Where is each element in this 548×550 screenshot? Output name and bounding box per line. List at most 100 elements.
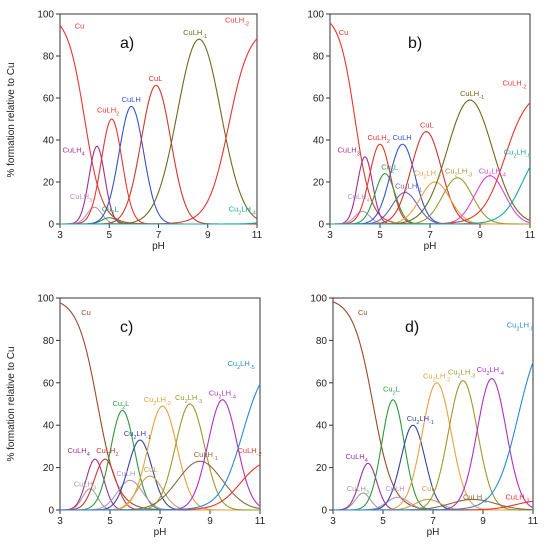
- series-label: Cu2LH-4: [479, 167, 506, 179]
- y-tick-label: 20: [43, 463, 55, 474]
- x-tick-label: 9: [207, 516, 213, 527]
- series-label: Cu2L: [383, 384, 400, 396]
- series-label: Cu2LH-1: [124, 429, 151, 441]
- series-line-cu2lh-4: [60, 222, 258, 225]
- x-tick-label: 11: [255, 516, 266, 527]
- y-tick-label: 40: [313, 136, 325, 147]
- series-line-culh-1: [333, 498, 534, 511]
- chart-panel-1: 3 5 7 9 11020406080100pHa)CuCuLH4CuLH3CuLH2C…: [37, 10, 262, 253]
- y-tick-label: 80: [43, 336, 55, 347]
- y-tick-label: 60: [43, 94, 55, 105]
- series-label: Cu2L: [102, 204, 119, 216]
- series-label: CuLH3: [338, 146, 360, 158]
- y-tick-label: 20: [316, 463, 328, 474]
- series-label: Cu2LH-5: [504, 148, 531, 160]
- x-tick-label: 3: [330, 516, 336, 527]
- x-tick-label: 11: [528, 516, 539, 527]
- series-label: CuL: [149, 74, 163, 83]
- series-label: CuLH-2: [238, 446, 262, 458]
- series-line-cu: [59, 25, 257, 225]
- series-line-culh3: [60, 206, 257, 225]
- series-label: CuLH-2: [225, 15, 249, 27]
- x-tick-label: 7: [157, 516, 163, 527]
- y-tick-label: 40: [43, 421, 55, 432]
- series-label: Cu2L: [381, 162, 398, 174]
- y-tick-label: 80: [43, 52, 55, 63]
- series-label: Cu2LH-1: [395, 181, 422, 193]
- y-tick-label: 100: [307, 10, 324, 21]
- panel-label: b): [408, 35, 422, 52]
- x-tick-label: 9: [477, 230, 483, 241]
- series-label: CuLH4: [68, 446, 90, 458]
- series-label: CuLH4: [348, 192, 370, 204]
- series-line-cul: [333, 498, 533, 511]
- panel-label: c): [120, 319, 133, 336]
- x-tick-label: 7: [427, 230, 433, 241]
- x-tick-label: 7: [156, 230, 162, 241]
- y-tick-label: 80: [316, 336, 328, 347]
- x-axis-title: pH: [424, 241, 437, 252]
- x-tick-label: 5: [377, 230, 383, 241]
- series-label: CuLH-2: [503, 78, 527, 90]
- series-line-culh-1: [330, 99, 531, 225]
- x-tick-label: 9: [205, 230, 211, 241]
- series-label: CuLH4: [346, 452, 368, 464]
- series-label: CuLH: [393, 133, 412, 142]
- series-label: CuLH2: [368, 133, 390, 145]
- series-label: Cu2LH-4: [229, 204, 256, 216]
- series-line-cu2lh-5: [60, 383, 261, 511]
- series-label: Cu2LH-5: [507, 321, 534, 333]
- panel-label: a): [120, 35, 134, 52]
- series-label: Cu2LH-4: [209, 389, 236, 401]
- y-tick-label: 20: [313, 178, 325, 189]
- panel-label: d): [405, 319, 419, 336]
- series-label: CuLH: [116, 469, 135, 478]
- series-label: CuLH4: [62, 146, 84, 158]
- y-axis-title-top: % formation relative to Cu: [6, 62, 17, 177]
- series-line-cu2l: [60, 217, 257, 225]
- x-tick-label: 3: [57, 230, 63, 241]
- y-tick-label: 60: [313, 94, 325, 105]
- series-line-cu2lh-1: [333, 424, 533, 511]
- series-label: Cu2LH-3: [445, 167, 472, 179]
- chart-panel-4: 3 5 7 9 11 0 20 40 60 80 100 pH d) Cu CuLH4 CuLH3 Cu2L Cu…: [310, 294, 538, 539]
- series-label: CuLH3: [74, 480, 96, 492]
- x-tick-label: 7: [430, 516, 436, 527]
- series-label: CuL: [420, 120, 434, 129]
- chart-panel-3: 3 5 7 9 11 0 20 40 60 80 100 pH c) Cu CuLH4 CuLH2 CuLH3 C…: [37, 294, 265, 539]
- series-label: CuL: [422, 484, 436, 493]
- series-line-cu2lh-5: [330, 166, 531, 225]
- y-tick-label: 60: [43, 378, 55, 389]
- y-tick-label: 0: [48, 220, 54, 231]
- series-label: Cu: [81, 308, 91, 317]
- series-label: CuLH2: [96, 446, 118, 458]
- x-tick-label: 11: [252, 230, 263, 241]
- series-label: CuLH-1: [463, 492, 487, 504]
- series-label: Cu2LH-2: [423, 372, 450, 384]
- series-label: CuLH-1: [183, 28, 207, 40]
- series-label: Cu2LH-4: [477, 365, 504, 377]
- y-tick-label: 80: [313, 52, 325, 63]
- y-tick-label: 0: [321, 506, 327, 517]
- y-tick-label: 40: [43, 136, 55, 147]
- x-axis-title: pH: [154, 527, 167, 538]
- x-tick-label: 11: [525, 230, 536, 241]
- y-tick-label: 40: [316, 421, 328, 432]
- series-label: CuLH2: [97, 106, 119, 118]
- series-label: Cu2L: [113, 399, 130, 411]
- series-label: Cu: [75, 22, 85, 31]
- plot-frame: [332, 297, 534, 511]
- series-line-cu: [332, 301, 533, 511]
- series-label: Cu2LH-2: [144, 395, 171, 407]
- series-label: Cu2LH-3: [448, 367, 475, 379]
- x-axis-title: pH: [427, 527, 440, 538]
- series-label: CuLH-1: [194, 450, 218, 462]
- y-tick-label: 20: [43, 178, 55, 189]
- series-label: Cu2LH-1: [407, 414, 434, 426]
- series-label: Cu2LH-5: [228, 359, 255, 371]
- series-line-culh-2: [60, 38, 258, 225]
- x-tick-label: 3: [57, 516, 63, 527]
- series-label: CuLH: [386, 484, 405, 493]
